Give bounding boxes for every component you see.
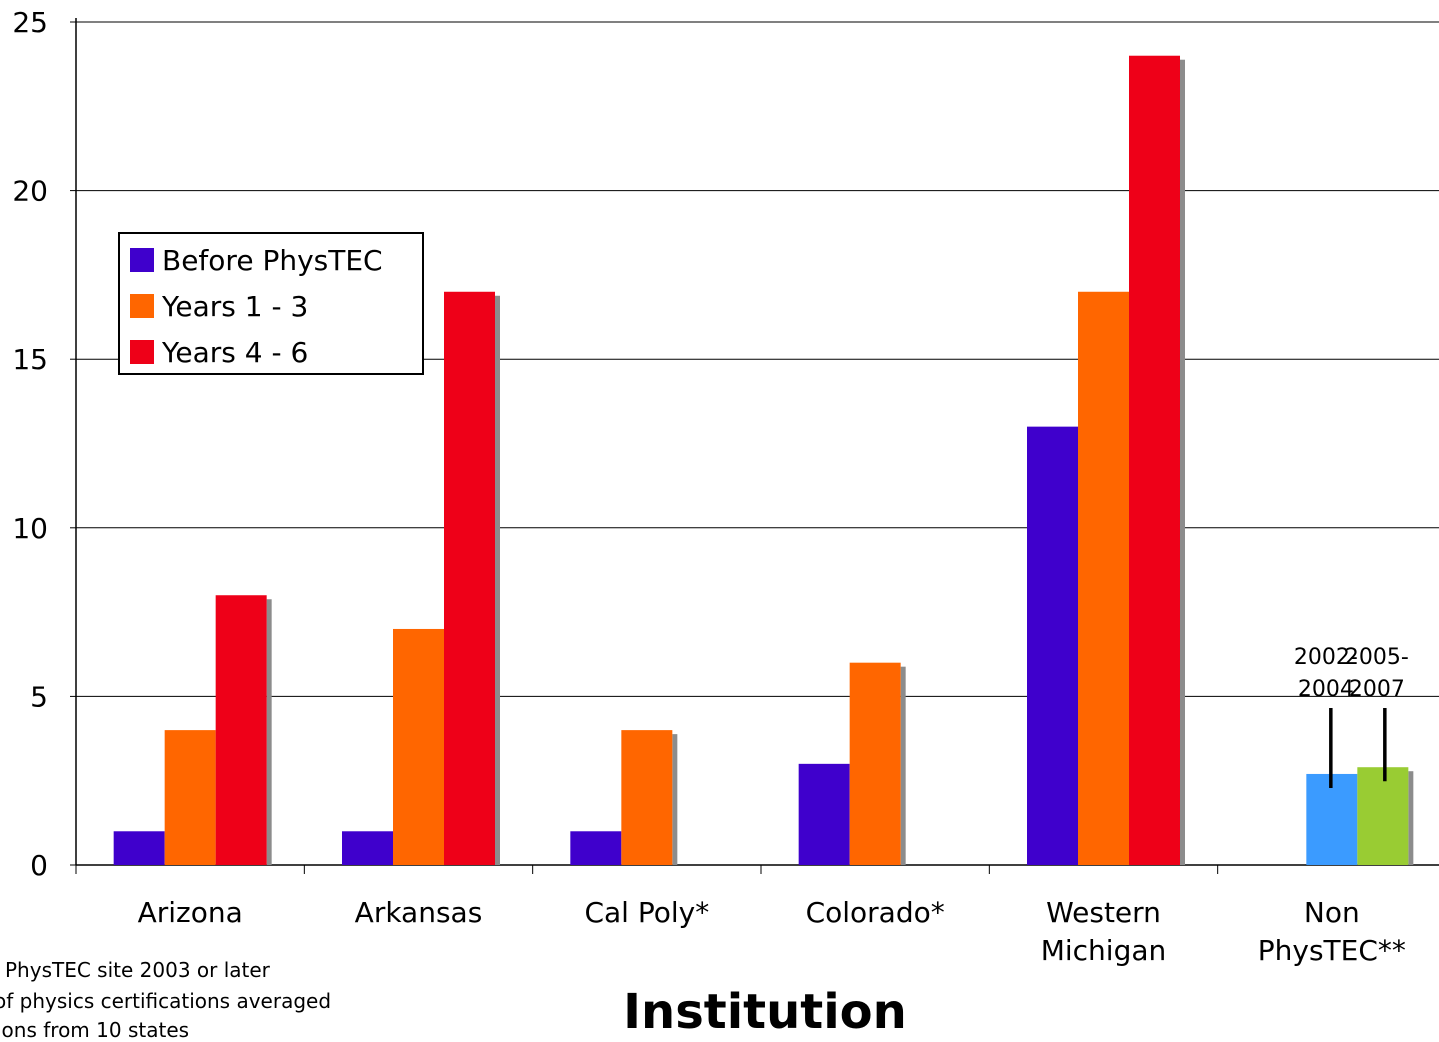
bar [570,831,622,865]
y-tick-label: 0 [30,849,48,882]
annotation-label: 2005- [1345,645,1409,670]
legend-label: Before PhysTEC [162,243,383,277]
legend-swatch [130,340,154,364]
y-tick-label: 15 [12,343,48,376]
category-label: Arizona [138,896,243,929]
bar [1129,55,1180,866]
category-label: PhysTEC** [1258,934,1406,967]
bar [1027,426,1078,865]
bar [215,595,267,865]
bar [393,628,444,865]
category-label: Cal Poly* [584,896,709,929]
bar [164,730,216,865]
bar [1306,773,1358,865]
annotation-label: 2007 [1349,677,1405,702]
legend-swatch [130,248,154,272]
bar [342,831,393,865]
legend-item-years-1-3: Years 1 - 3 [130,284,308,328]
footnote-1: PhysTEC site 2003 or later [5,958,270,982]
category-label: Arkansas [355,896,483,929]
bar-shadow [495,295,500,865]
bar [1357,767,1409,865]
bar [798,763,850,865]
footnote-2: of physics certifications averaged [0,989,332,1013]
annotation-label: 2004 [1298,677,1354,702]
footnote-3: ions from 10 states [0,1018,190,1042]
bar-shadow [266,599,272,865]
category-label: Michigan [1041,934,1167,967]
legend: Before PhysTEC Years 1 - 3 Years 4 - 6 [118,232,424,375]
axes [70,18,1439,874]
y-tick-label: 20 [12,175,48,208]
bar-shadow [1408,771,1414,865]
legend-label: Years 1 - 3 [162,289,309,323]
category-label: Colorado* [806,896,945,929]
bar-shadow [1180,59,1185,866]
y-tick-label: 5 [30,680,48,713]
category-label: Western [1046,896,1161,929]
bar [849,662,901,865]
category-label: Non [1304,896,1360,929]
annotation-label: 2002- [1294,645,1358,670]
bar [621,730,673,865]
bar [444,291,495,865]
legend-label: Years 4 - 6 [162,335,309,369]
bar-shadow [672,734,678,865]
y-tick-label: 25 [12,6,48,39]
x-axis-title: Institution [623,984,907,1030]
labels: 0 5 10 15 20 25 Arizona Arkansas Cal Poly* Colora… [12,6,1408,967]
legend-swatch [130,294,154,318]
legend-item-before: Before PhysTEC [130,238,383,282]
y-tick-label: 10 [12,512,48,545]
bar-shadow [900,666,906,865]
bar [113,831,165,865]
legend-item-years-4-6: Years 4 - 6 [130,330,308,374]
bar [1078,291,1129,865]
bars [113,55,1414,866]
